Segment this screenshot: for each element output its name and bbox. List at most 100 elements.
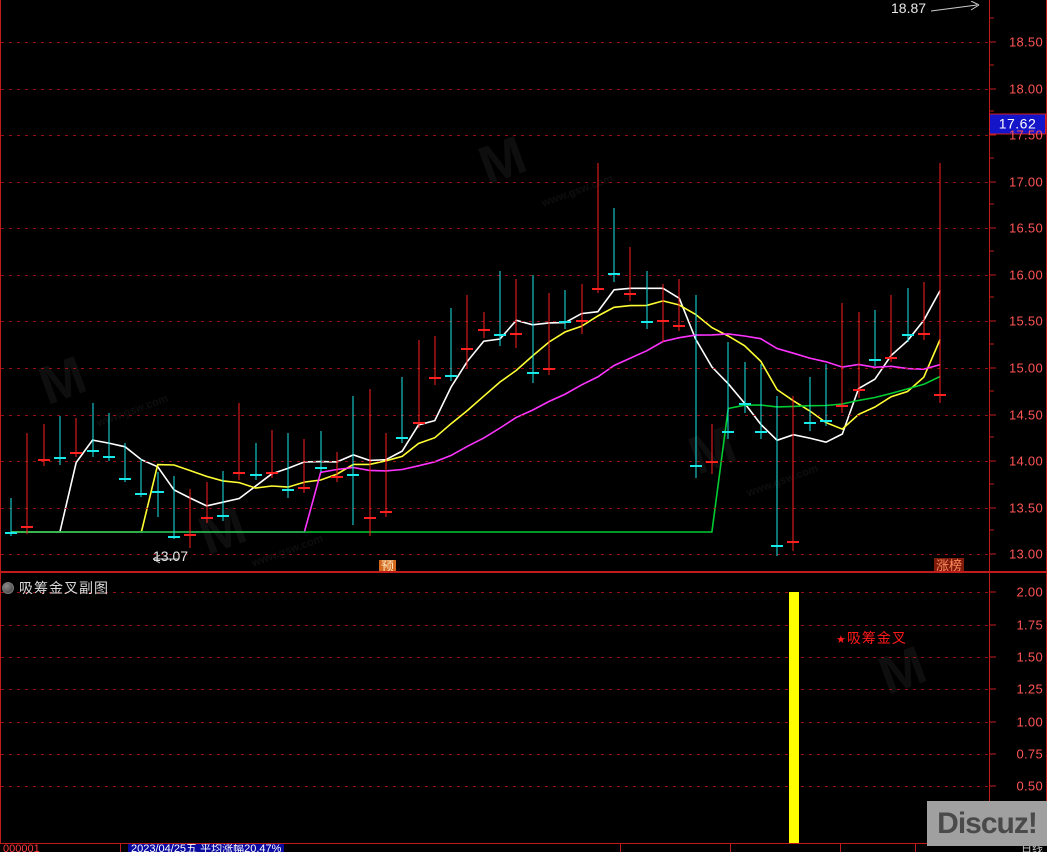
axis-tick-mark [990, 553, 996, 555]
candle-body [265, 472, 278, 475]
candlestick [314, 431, 327, 473]
candlestick [200, 481, 213, 523]
indicator-header[interactable]: 吸筹金叉副图 [2, 578, 109, 598]
candle-wick [401, 377, 403, 443]
candle-wick [385, 433, 387, 518]
candlestick [379, 433, 392, 518]
candle-body [168, 535, 180, 538]
candle-body [282, 489, 295, 492]
candle-body [689, 464, 702, 467]
gridline [1, 88, 989, 90]
candle-wick [629, 246, 631, 301]
candle-body [705, 461, 718, 464]
price-plot-area[interactable]: 18.87 13.07 预 涨榜 [1, 0, 989, 571]
candle-body [477, 328, 490, 331]
candle-body [591, 287, 604, 290]
axis-tick-label: 16.50 [1008, 220, 1043, 236]
ma-line-ma20 [11, 333, 941, 533]
candle-wick [320, 431, 322, 473]
candle-body [5, 531, 17, 534]
axis-tick-mark [990, 721, 996, 723]
candlestick [184, 489, 197, 548]
candle-body [722, 431, 735, 434]
marker-zhangbang-badge[interactable]: 涨榜 [934, 558, 965, 571]
candle-wick [776, 395, 778, 557]
axis-tick-mark [990, 785, 996, 787]
candle-wick [907, 287, 908, 342]
axis-tick-mark [990, 460, 996, 462]
gridline [1, 321, 989, 323]
axis-tick-mark [990, 320, 996, 322]
candlestick [445, 308, 458, 382]
axis-tick-label: 2.00 [1016, 584, 1043, 600]
status-separator [120, 844, 121, 852]
signal-bar [789, 592, 800, 851]
candle-wick [695, 295, 697, 478]
candle-body [379, 511, 392, 514]
main-price-panel[interactable]: 18.87 13.07 预 涨榜 17.62 13.00 13.50 14.00 14… [0, 0, 1047, 572]
candle-body [331, 476, 343, 479]
candle-wick [858, 312, 860, 398]
status-separator [840, 844, 841, 852]
circle-indicator-icon[interactable] [2, 582, 14, 594]
candlestick [738, 362, 751, 413]
axis-tick-label: 1.50 [1016, 649, 1043, 665]
candle-body [396, 436, 409, 439]
axis-tick-mark [990, 753, 996, 755]
candle-wick [646, 271, 648, 329]
candlestick [820, 364, 832, 426]
candle-body [461, 347, 474, 350]
indicator-axis[interactable]: 2.00 1.75 1.50 1.25 1.00 0.75 0.50 [989, 573, 1046, 851]
candlestick [5, 498, 17, 536]
candle-body [135, 492, 148, 495]
ma-line-ma5 [11, 287, 941, 533]
status-bar[interactable]: 000001 2023/04/25五 平均涨幅20.47% 日线 [0, 843, 1047, 852]
candle-wick [222, 470, 224, 521]
axis-minor-tick [990, 529, 994, 531]
candle-body [934, 394, 947, 397]
candlestick [86, 403, 99, 457]
signal-label-text: 吸筹金叉 [846, 631, 907, 647]
gridline [1, 754, 989, 756]
axis-minor-tick [990, 343, 994, 345]
axis-tick-label: 17.00 [1008, 174, 1043, 190]
moving-average-lines [11, 287, 941, 533]
axis-tick-label: 0.50 [1016, 778, 1043, 794]
price-axis[interactable]: 17.62 13.00 13.50 14.00 14.50 15.00 15.50 16.0… [989, 0, 1046, 571]
candlestick [917, 282, 930, 341]
candle-body [314, 466, 327, 469]
axis-minor-tick [990, 157, 994, 159]
candle-body [216, 515, 229, 518]
candle-wick [939, 163, 941, 404]
candle-wick [613, 207, 615, 283]
indicator-plot-area[interactable] [1, 573, 989, 851]
candle-wick [499, 271, 501, 346]
candle-body [836, 405, 849, 408]
candlestick [265, 429, 278, 478]
indicator-sub-panel[interactable]: 2.00 1.75 1.50 1.25 1.00 0.75 0.50 [0, 572, 1047, 852]
candle-wick [532, 274, 534, 383]
gridline [1, 786, 989, 788]
ma-line-ma60 [11, 375, 941, 533]
candle-wick [303, 438, 305, 493]
candlestick [21, 433, 34, 534]
candle-wick [564, 289, 566, 329]
low-arrow-icon [153, 554, 179, 564]
candle-body [803, 422, 816, 425]
candlestick [689, 295, 702, 478]
axis-tick-label: 1.25 [1016, 681, 1043, 697]
candlestick [70, 418, 83, 458]
candle-body [70, 451, 83, 454]
candle-body [102, 455, 115, 458]
axis-tick-mark [990, 367, 996, 369]
candle-body [542, 368, 555, 371]
candlestick [151, 472, 164, 518]
status-highlight: 2023/04/25五 平均涨幅20.47% [128, 844, 285, 852]
candlestick [510, 278, 523, 348]
period-high-value: 18.87 [891, 0, 927, 16]
marker-yu-badge[interactable]: 预 [379, 560, 397, 571]
candle-wick [271, 429, 273, 478]
axis-tick-label: 13.50 [1008, 500, 1043, 516]
gridline [1, 721, 989, 723]
